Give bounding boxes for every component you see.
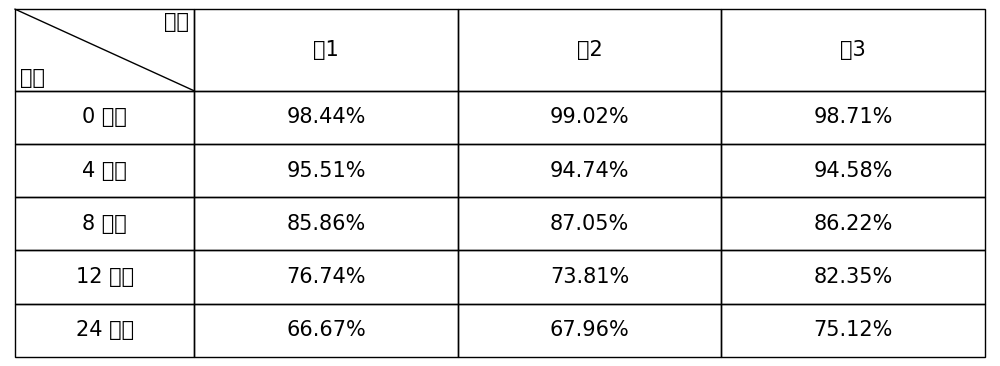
Bar — [458, 9, 721, 91]
Bar — [458, 250, 721, 304]
Bar — [458, 144, 721, 197]
Text: 12 小时: 12 小时 — [76, 267, 134, 287]
Text: 87.05%: 87.05% — [550, 214, 629, 234]
Bar — [15, 250, 194, 304]
Text: 8 小时: 8 小时 — [82, 214, 127, 234]
Text: 94.74%: 94.74% — [550, 161, 629, 181]
Bar — [15, 91, 194, 144]
Bar — [194, 250, 458, 304]
Bar — [721, 144, 985, 197]
Text: 98.44%: 98.44% — [286, 108, 366, 127]
Bar — [194, 91, 458, 144]
Text: 时间: 时间 — [20, 68, 45, 88]
Text: 4 小时: 4 小时 — [82, 161, 127, 181]
Text: 0 小时: 0 小时 — [82, 108, 127, 127]
Bar — [721, 250, 985, 304]
Bar — [194, 144, 458, 197]
Bar — [15, 197, 194, 250]
Text: 85.86%: 85.86% — [286, 214, 366, 234]
Text: 76.74%: 76.74% — [286, 267, 366, 287]
Text: 99.02%: 99.02% — [550, 108, 629, 127]
Bar — [15, 9, 194, 91]
Bar — [15, 144, 194, 197]
Bar — [458, 197, 721, 250]
Text: 66.67%: 66.67% — [286, 320, 366, 340]
Bar — [458, 91, 721, 144]
Text: 67.96%: 67.96% — [550, 320, 630, 340]
Bar — [194, 304, 458, 357]
Bar — [721, 91, 985, 144]
Bar — [15, 304, 194, 357]
Text: 75.12%: 75.12% — [814, 320, 893, 340]
Bar — [721, 304, 985, 357]
Text: 73.81%: 73.81% — [550, 267, 629, 287]
Text: 组1: 组1 — [313, 40, 339, 60]
Text: 组2: 组2 — [577, 40, 603, 60]
Text: 86.22%: 86.22% — [814, 214, 893, 234]
Bar — [721, 9, 985, 91]
Bar — [721, 197, 985, 250]
Text: 82.35%: 82.35% — [814, 267, 893, 287]
Text: 组别: 组别 — [164, 12, 189, 32]
Bar — [458, 304, 721, 357]
Text: 24 小时: 24 小时 — [76, 320, 134, 340]
Bar — [194, 9, 458, 91]
Text: 98.71%: 98.71% — [814, 108, 893, 127]
Bar — [194, 197, 458, 250]
Text: 94.58%: 94.58% — [814, 161, 893, 181]
Text: 组3: 组3 — [840, 40, 866, 60]
Text: 95.51%: 95.51% — [286, 161, 366, 181]
